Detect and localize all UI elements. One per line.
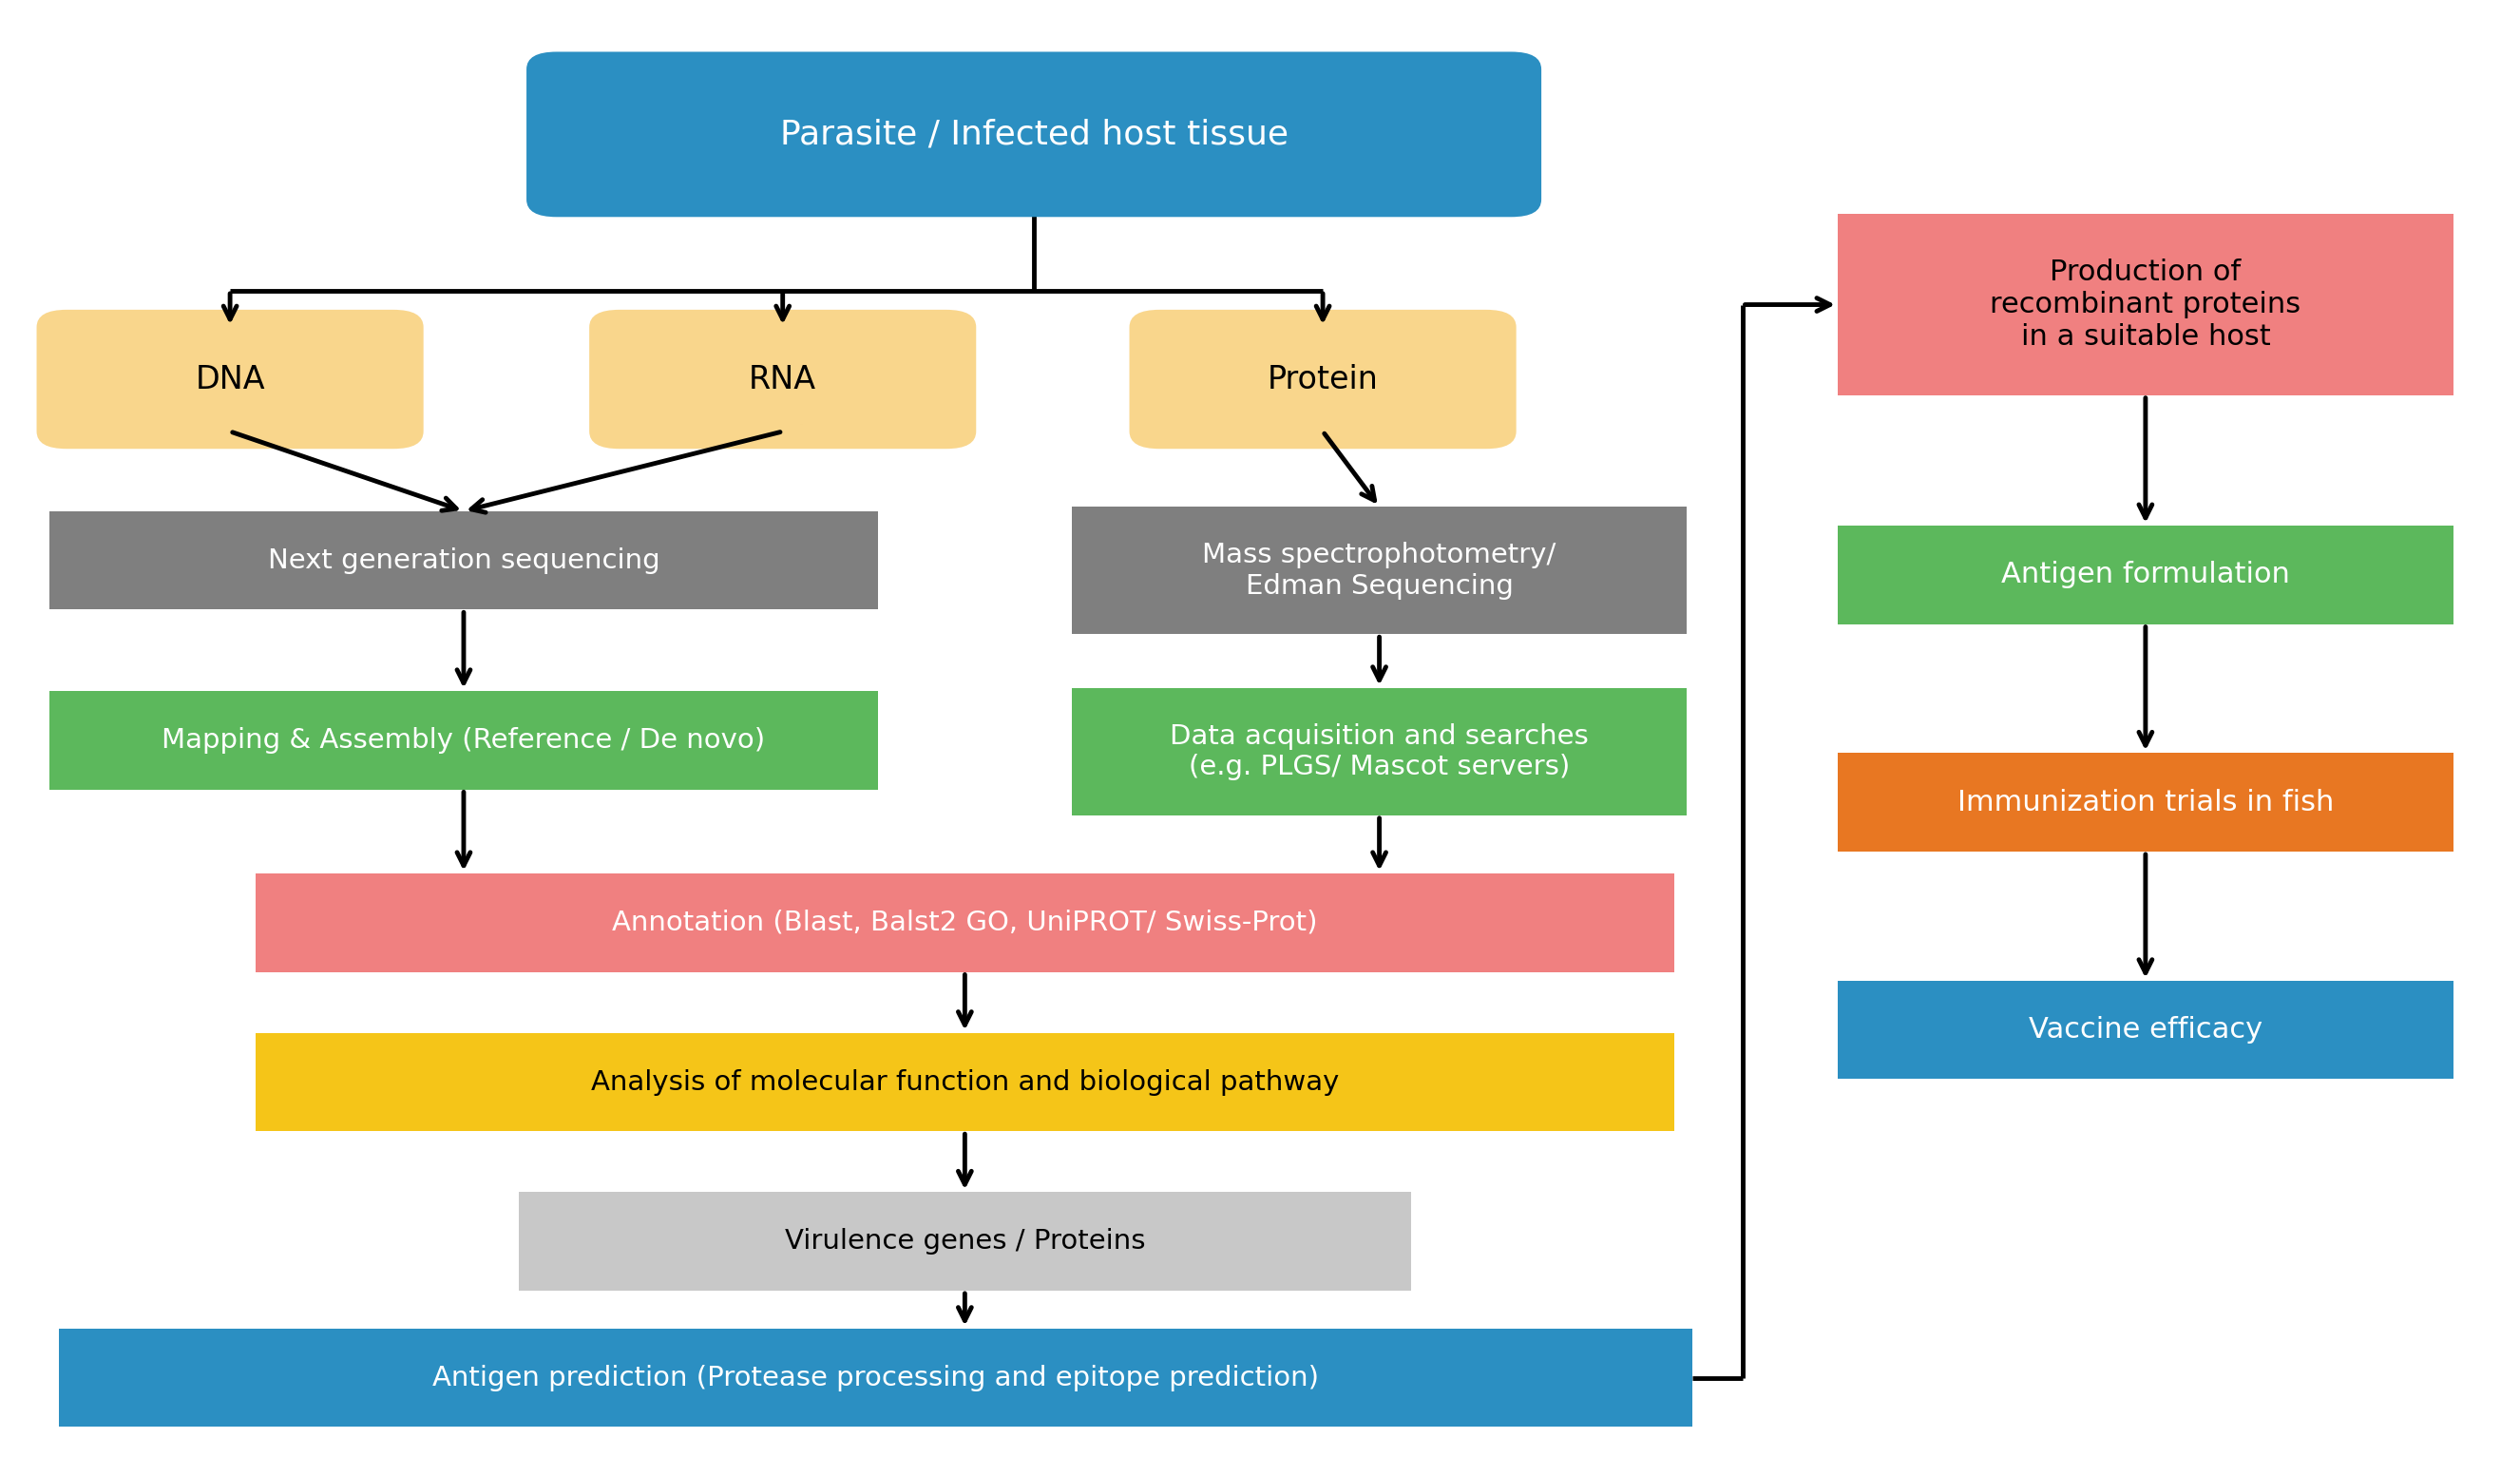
FancyBboxPatch shape xyxy=(1837,981,2454,1080)
FancyBboxPatch shape xyxy=(527,52,1542,217)
Text: DNA: DNA xyxy=(194,364,265,395)
FancyBboxPatch shape xyxy=(1837,753,2454,852)
Text: Data acquisition and searches
(e.g. PLGS/ Mascot servers): Data acquisition and searches (e.g. PLGS… xyxy=(1169,723,1588,781)
Text: Production of
recombinant proteins
in a suitable host: Production of recombinant proteins in a … xyxy=(1991,259,2301,350)
FancyBboxPatch shape xyxy=(1129,310,1517,449)
FancyBboxPatch shape xyxy=(519,1192,1411,1291)
Text: Virulence genes / Proteins: Virulence genes / Proteins xyxy=(784,1228,1144,1254)
FancyBboxPatch shape xyxy=(38,310,423,449)
Text: Parasite / Infected host tissue: Parasite / Infected host tissue xyxy=(779,118,1288,150)
Text: Antigen prediction (Protease processing and epitope prediction): Antigen prediction (Protease processing … xyxy=(433,1364,1318,1391)
FancyBboxPatch shape xyxy=(255,1033,1673,1131)
Text: Antigen formulation: Antigen formulation xyxy=(2001,561,2291,589)
FancyBboxPatch shape xyxy=(1837,214,2454,395)
Text: Mapping & Assembly (Reference / De novo): Mapping & Assembly (Reference / De novo) xyxy=(161,727,766,753)
FancyBboxPatch shape xyxy=(1071,688,1686,816)
Text: Protein: Protein xyxy=(1268,364,1378,395)
FancyBboxPatch shape xyxy=(60,1329,1691,1426)
Text: Next generation sequencing: Next generation sequencing xyxy=(267,546,660,574)
FancyBboxPatch shape xyxy=(50,511,877,609)
Text: RNA: RNA xyxy=(748,364,816,395)
FancyBboxPatch shape xyxy=(1837,526,2454,624)
FancyBboxPatch shape xyxy=(50,691,877,790)
Text: Immunization trials in fish: Immunization trials in fish xyxy=(1958,788,2334,816)
FancyBboxPatch shape xyxy=(1071,507,1686,634)
FancyBboxPatch shape xyxy=(590,310,975,449)
Text: Mass spectrophotometry/
Edman Sequencing: Mass spectrophotometry/ Edman Sequencing xyxy=(1202,542,1557,599)
Text: Analysis of molecular function and biological pathway: Analysis of molecular function and biolo… xyxy=(590,1069,1338,1096)
Text: Vaccine efficacy: Vaccine efficacy xyxy=(2029,1016,2263,1043)
FancyBboxPatch shape xyxy=(255,873,1673,972)
Text: Annotation (Blast, Balst2 GO, UniPROT/ Swiss-Prot): Annotation (Blast, Balst2 GO, UniPROT/ S… xyxy=(612,909,1318,935)
